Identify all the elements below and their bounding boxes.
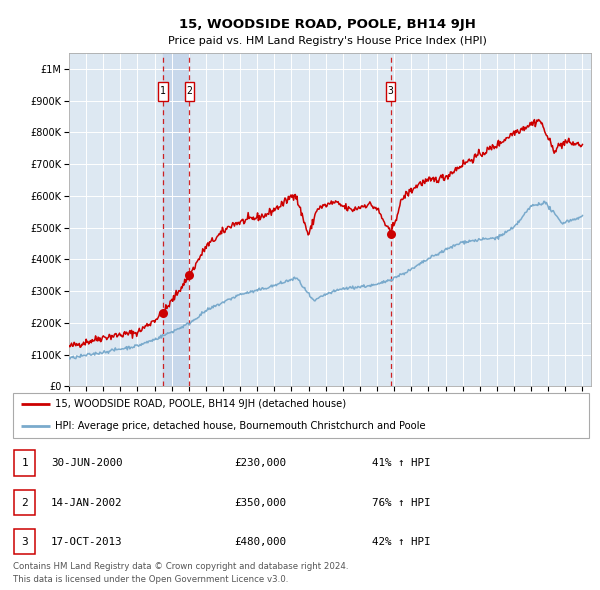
Bar xyxy=(158,82,168,101)
Text: Price paid vs. HM Land Registry's House Price Index (HPI): Price paid vs. HM Land Registry's House … xyxy=(167,37,487,46)
Text: £480,000: £480,000 xyxy=(234,537,286,546)
Text: 2: 2 xyxy=(21,498,28,507)
Text: HPI: Average price, detached house, Bournemouth Christchurch and Poole: HPI: Average price, detached house, Bour… xyxy=(55,421,426,431)
Text: 41% ↑ HPI: 41% ↑ HPI xyxy=(372,458,431,468)
Text: 30-JUN-2000: 30-JUN-2000 xyxy=(51,458,122,468)
Text: £350,000: £350,000 xyxy=(234,498,286,507)
Bar xyxy=(386,82,395,101)
Text: 15, WOODSIDE ROAD, POOLE, BH14 9JH (detached house): 15, WOODSIDE ROAD, POOLE, BH14 9JH (deta… xyxy=(55,399,347,409)
Text: 3: 3 xyxy=(388,87,394,96)
Text: Contains HM Land Registry data © Crown copyright and database right 2024.: Contains HM Land Registry data © Crown c… xyxy=(13,562,349,571)
Text: 42% ↑ HPI: 42% ↑ HPI xyxy=(372,537,431,546)
Text: This data is licensed under the Open Government Licence v3.0.: This data is licensed under the Open Gov… xyxy=(13,575,289,584)
Bar xyxy=(163,53,190,386)
Text: 1: 1 xyxy=(21,458,28,468)
Text: 15, WOODSIDE ROAD, POOLE, BH14 9JH: 15, WOODSIDE ROAD, POOLE, BH14 9JH xyxy=(179,18,475,31)
Text: £230,000: £230,000 xyxy=(234,458,286,468)
Text: 1: 1 xyxy=(160,87,166,96)
Text: 14-JAN-2002: 14-JAN-2002 xyxy=(51,498,122,507)
Text: 3: 3 xyxy=(21,537,28,546)
Text: 2: 2 xyxy=(187,87,193,96)
Text: 17-OCT-2013: 17-OCT-2013 xyxy=(51,537,122,546)
Bar xyxy=(185,82,194,101)
Text: 76% ↑ HPI: 76% ↑ HPI xyxy=(372,498,431,507)
